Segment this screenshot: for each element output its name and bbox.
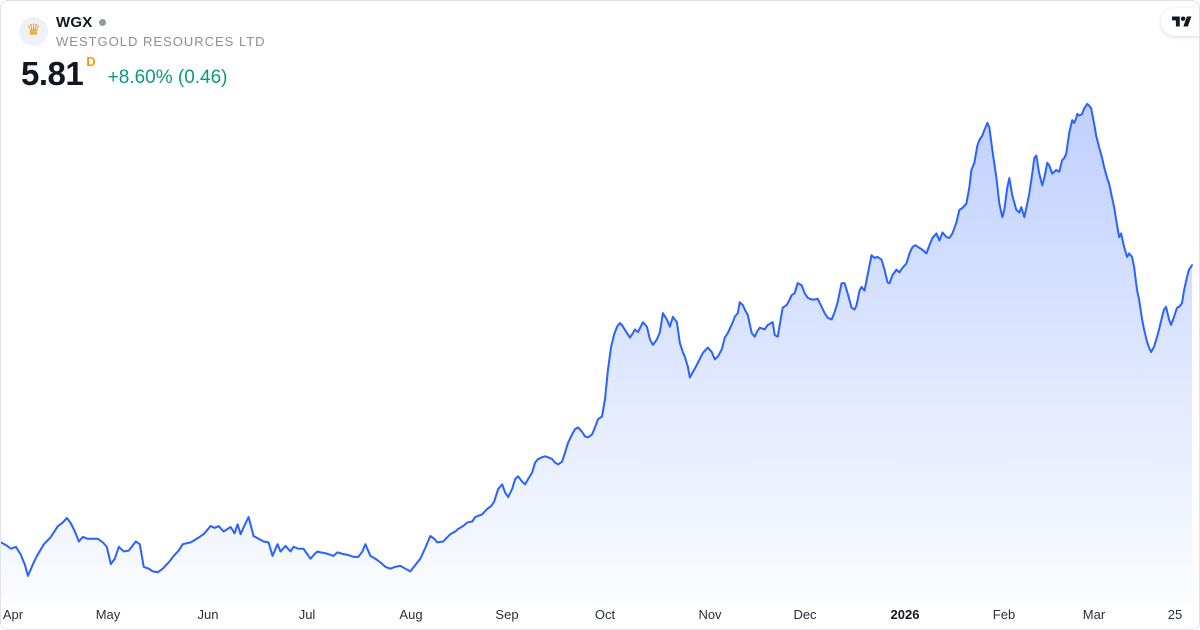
market-status-dot-icon	[99, 19, 107, 26]
x-axis-label: Nov	[698, 607, 722, 622]
company-logo: ♛	[19, 17, 48, 46]
x-axis-label: Sep	[495, 607, 519, 622]
x-axis-label: Aug	[399, 607, 423, 622]
header: ♛ WGX WESTGOLD RESOURCES LTD 5.81 D +8.6…	[19, 14, 266, 92]
tradingview-logo-link[interactable]	[1161, 8, 1199, 36]
x-axis-label: Dec	[793, 607, 817, 622]
tradingview-logo-icon	[1172, 16, 1192, 27]
x-axis-label: Mar	[1082, 607, 1106, 622]
x-axis-label: 2026	[890, 607, 920, 622]
price-line	[1, 102, 1194, 577]
x-axis: Apr May Jun Jul Aug Sep Oct Nov Dec 2026 Feb Mar 25	[1, 601, 1199, 629]
x-axis-label: 25	[1167, 607, 1183, 622]
interval-badge: D	[86, 54, 96, 69]
x-axis-label: Apr	[2, 607, 24, 622]
x-axis-label: Feb	[992, 607, 1016, 622]
symbol-header: ♛ WGX WESTGOLD RESOURCES LTD	[19, 14, 266, 49]
price-change: +8.60% (0.46)	[107, 67, 228, 89]
symbol-titles: WGX WESTGOLD RESOURCES LTD	[56, 14, 266, 49]
x-axis-label: Jul	[298, 607, 316, 622]
price-row: 5.81 D +8.60% (0.46)	[21, 54, 266, 92]
gold-crown-icon: ♛	[26, 21, 41, 39]
x-axis-label: Jun	[197, 607, 219, 622]
x-axis-label: May	[95, 607, 121, 622]
price-area	[1, 103, 1193, 604]
x-axis-label: Oct	[594, 607, 616, 622]
company-name: WESTGOLD RESOURCES LTD	[56, 34, 266, 49]
last-price: 5.81	[21, 55, 84, 92]
ticker-symbol: WGX	[56, 14, 93, 31]
